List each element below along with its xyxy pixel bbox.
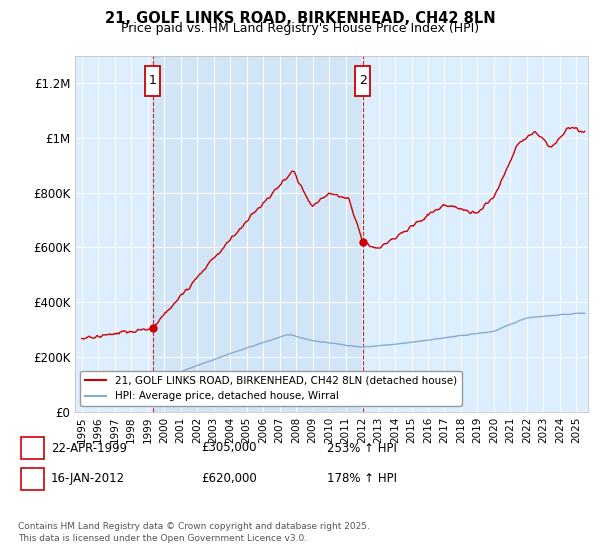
Text: Price paid vs. HM Land Registry's House Price Index (HPI): Price paid vs. HM Land Registry's House … [121,22,479,35]
Text: £305,000: £305,000 [201,441,257,455]
Text: 21, GOLF LINKS ROAD, BIRKENHEAD, CH42 8LN: 21, GOLF LINKS ROAD, BIRKENHEAD, CH42 8L… [104,11,496,26]
Text: 22-APR-1999: 22-APR-1999 [51,441,127,455]
Text: 2: 2 [359,74,367,87]
Text: Contains HM Land Registry data © Crown copyright and database right 2025.
This d: Contains HM Land Registry data © Crown c… [18,522,370,543]
Text: £620,000: £620,000 [201,472,257,486]
Text: 1: 1 [149,74,157,87]
Bar [152,56,363,412]
Text: 178% ↑ HPI: 178% ↑ HPI [327,472,397,486]
FancyBboxPatch shape [145,66,160,96]
Text: 2: 2 [29,472,36,486]
FancyBboxPatch shape [355,66,370,96]
Text: 253% ↑ HPI: 253% ↑ HPI [327,441,397,455]
Text: 16-JAN-2012: 16-JAN-2012 [51,472,125,486]
Text: 1: 1 [29,441,36,455]
Legend: 21, GOLF LINKS ROAD, BIRKENHEAD, CH42 8LN (detached house), HPI: Average price, : 21, GOLF LINKS ROAD, BIRKENHEAD, CH42 8L… [80,371,462,407]
